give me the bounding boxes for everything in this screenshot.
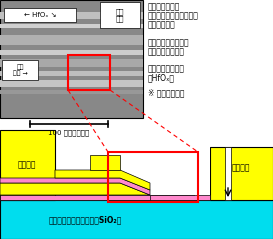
Text: （左）走査電子顕微鏡像: （左）走査電子顕微鏡像 xyxy=(148,11,199,20)
Bar xyxy=(68,55,110,90)
Bar xyxy=(0,80,143,87)
Text: 金属／酸化物／金属: 金属／酸化物／金属 xyxy=(148,38,190,47)
Bar xyxy=(0,200,273,239)
Text: 下部電極: 下部電極 xyxy=(18,161,36,169)
Bar xyxy=(0,35,143,45)
Text: 上部電極: 上部電極 xyxy=(232,163,250,173)
Bar xyxy=(0,49,143,55)
Bar xyxy=(0,71,143,76)
Bar xyxy=(0,90,143,94)
Bar xyxy=(0,12,143,19)
Polygon shape xyxy=(120,147,210,200)
Bar xyxy=(0,24,143,28)
Polygon shape xyxy=(150,195,210,200)
Bar xyxy=(210,147,273,200)
Bar xyxy=(100,2,140,28)
Text: 横から見た素子: 横から見た素子 xyxy=(148,2,180,11)
Text: （HfOₓ）: （HfOₓ） xyxy=(148,73,175,82)
Text: ハフニウム酸化物: ハフニウム酸化物 xyxy=(148,64,185,73)
Text: （下）模式図: （下）模式図 xyxy=(148,20,176,29)
Polygon shape xyxy=(0,183,150,195)
Polygon shape xyxy=(90,155,120,170)
Bar xyxy=(0,59,143,67)
Polygon shape xyxy=(55,170,150,190)
Bar xyxy=(225,147,231,200)
Polygon shape xyxy=(0,195,195,200)
Text: 構造となっている: 構造となっている xyxy=(148,47,185,56)
Text: 100 ナノメートル: 100 ナノメートル xyxy=(48,129,90,136)
Text: ※ ピンク色の層: ※ ピンク色の層 xyxy=(148,88,185,97)
Text: 上部
電極: 上部 電極 xyxy=(116,8,124,22)
Polygon shape xyxy=(0,178,150,195)
Bar xyxy=(4,8,76,22)
Bar xyxy=(0,130,55,200)
Text: ← HfOₓ ↘: ← HfOₓ ↘ xyxy=(24,12,56,18)
Bar xyxy=(2,60,38,80)
Text: 下部
電極 →: 下部 電極 → xyxy=(13,64,27,76)
Text: 絶縁体：酸化シリコン（SiO₂）: 絶縁体：酸化シリコン（SiO₂） xyxy=(48,215,122,224)
Bar xyxy=(0,0,143,118)
Bar xyxy=(108,152,198,202)
